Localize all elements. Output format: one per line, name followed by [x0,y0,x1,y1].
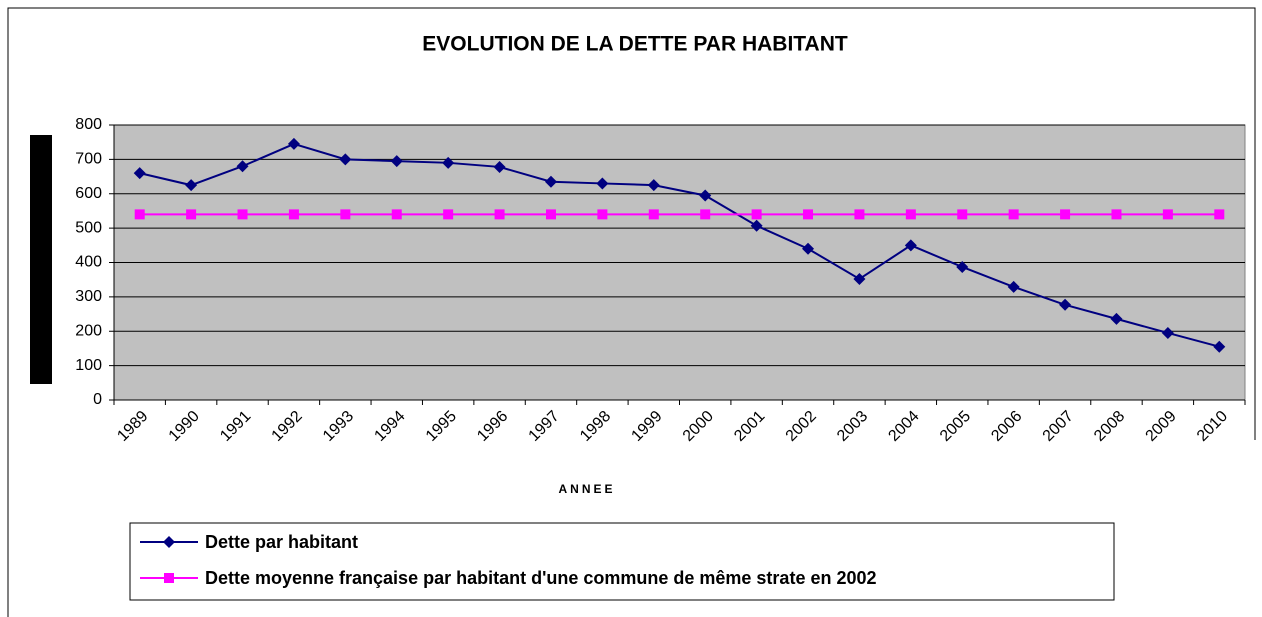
marker [597,209,608,220]
y-tick-label: 300 [75,288,102,305]
legend-label: Dette par habitant [205,532,358,552]
marker [802,242,815,255]
marker [1111,209,1122,220]
marker [596,177,609,190]
marker [1162,209,1173,220]
marker [287,137,300,150]
marker [1213,340,1226,353]
marker [134,209,145,220]
y-tick-label: 800 [75,116,102,133]
legend-label: Dette moyenne française par habitant d'u… [205,568,877,588]
marker [390,155,403,168]
marker [391,209,402,220]
y-tick-label: 0 [93,391,102,408]
marker [700,209,711,220]
marker [236,160,249,173]
marker [443,209,454,220]
marker [545,209,556,220]
marker [288,209,299,220]
hidden-axis-title [30,135,52,384]
marker [1214,209,1225,220]
y-tick-label: 600 [75,185,102,202]
marker [544,175,557,188]
marker [853,273,866,285]
marker [956,260,969,273]
marker [185,179,198,192]
marker [339,153,352,166]
series-line [139,142,1220,348]
marker [854,209,865,220]
marker [904,239,917,252]
marker [905,209,916,220]
marker [648,209,659,220]
marker [1008,209,1019,220]
marker [1110,312,1123,325]
marker [1059,298,1072,311]
marker [340,209,351,220]
y-tick-label: 100 [75,357,102,374]
y-tick-label: 700 [75,151,102,168]
marker [237,209,248,220]
legend [129,522,1115,601]
marker [163,536,175,548]
y-tick-label: 400 [75,254,102,271]
marker [133,167,146,180]
marker [750,219,763,232]
x-axis-title: ANNEE [558,482,615,496]
marker [647,179,660,192]
y-tick-label: 500 [75,219,102,236]
chart-title: EVOLUTION DE LA DETTE PAR HABITANT [422,33,848,56]
marker [699,189,712,202]
marker [164,573,174,583]
marker [1060,209,1071,220]
marker [186,209,197,220]
marker [1161,326,1174,339]
chart-border [7,7,1256,617]
marker [751,209,762,220]
y-tick-label: 200 [75,322,102,339]
marker [1007,280,1020,293]
marker [803,209,814,220]
marker [442,156,455,169]
marker [957,209,968,220]
marker [493,160,506,173]
marker [494,209,505,220]
